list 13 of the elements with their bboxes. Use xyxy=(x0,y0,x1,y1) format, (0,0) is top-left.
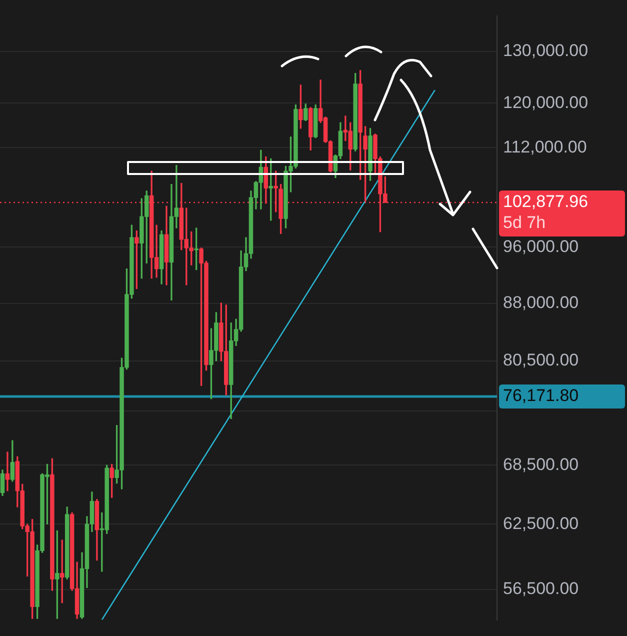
y-tick-label: 56,500.00 xyxy=(503,579,579,598)
y-tick-label: 62,500.00 xyxy=(503,514,579,533)
ref-line-label: 76,171.80 xyxy=(503,386,579,406)
y-tick-label: 88,000.00 xyxy=(503,293,579,312)
y-tick-label: 130,000.00 xyxy=(503,41,588,60)
y-tick-label: 112,000.00 xyxy=(503,137,587,156)
y-tick-label: 96,000.00 xyxy=(503,236,579,256)
text: 5d 7h xyxy=(503,213,546,232)
ref-line-label: 102,877.96 xyxy=(503,192,588,212)
candlestick xyxy=(5,452,10,492)
y-tick-label: 68,500.00 xyxy=(503,454,579,474)
y-tick-label: 120,000.00 xyxy=(503,92,588,112)
y-tick-label: 80,500.00 xyxy=(503,350,579,370)
